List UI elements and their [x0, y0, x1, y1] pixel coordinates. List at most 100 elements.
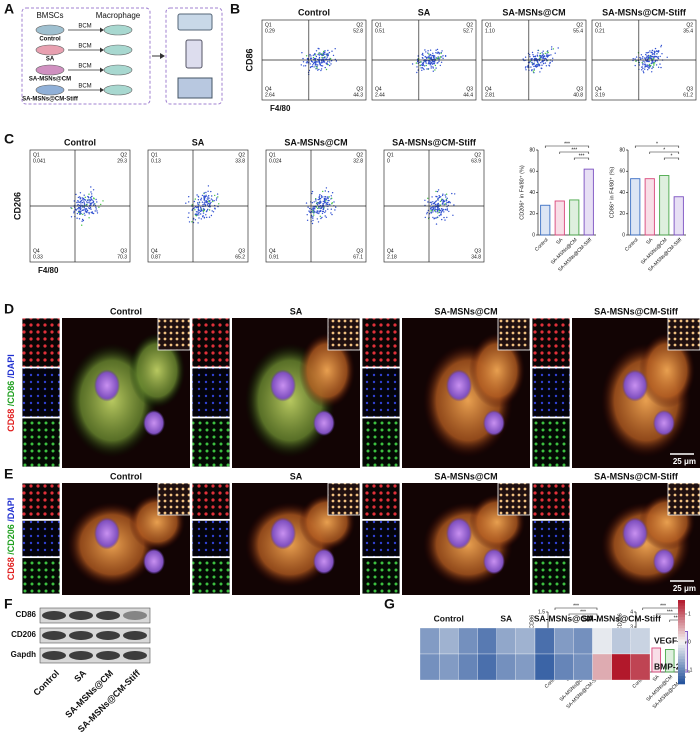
event-dot [652, 66, 654, 68]
event-dot [432, 211, 434, 213]
event-dot [420, 64, 423, 66]
event-dot [311, 192, 313, 195]
event-dot [216, 193, 219, 195]
dish [35, 84, 65, 96]
quadrant-name: Q4 [375, 86, 382, 92]
event-dot [431, 54, 434, 57]
event-dot [317, 47, 319, 50]
quadrant-value: 0.041 [33, 158, 46, 164]
quadrant-value: 0.29 [265, 28, 275, 34]
nucleus [622, 517, 648, 550]
event-dot [437, 197, 439, 199]
colorbar-step [678, 600, 685, 604]
quadrant-value: 2.44 [375, 92, 385, 98]
medium-label: BCM [78, 24, 91, 30]
event-dot [541, 64, 543, 66]
event-dot [318, 210, 320, 212]
event-dot [322, 203, 324, 205]
cell-body [469, 333, 525, 408]
event-dot [320, 209, 322, 212]
event-dot [319, 198, 322, 200]
event-dot [430, 65, 432, 67]
event-dot [432, 52, 434, 54]
event-dot [210, 198, 213, 200]
heat-cell [611, 653, 631, 681]
group-title: SA-MSNs@CM-Stiff [594, 471, 679, 481]
event-dot [433, 58, 435, 60]
event-dot [198, 214, 200, 216]
colorbar-step [678, 672, 685, 676]
axis-label: F4/80 [270, 104, 291, 113]
event-dot [203, 202, 205, 204]
panel-letter: D [4, 301, 14, 317]
event-dot [320, 196, 323, 198]
medium-label: BCM [78, 64, 91, 70]
event-dot [321, 56, 323, 59]
event-dot [432, 203, 434, 205]
event-dot [666, 56, 668, 58]
quadrant-name: Q2 [474, 152, 481, 158]
event-dot [545, 65, 548, 67]
event-dot [441, 56, 443, 58]
event-dot [313, 207, 315, 210]
event-dot [81, 218, 84, 221]
event-dot [88, 211, 90, 214]
event-dot [650, 51, 653, 53]
colorbar-step [678, 619, 685, 623]
event-dot [197, 202, 199, 204]
event-dot [214, 194, 216, 197]
event-dot [191, 209, 193, 211]
event-dot [533, 69, 535, 72]
event-dot [90, 196, 93, 198]
channel-tile [191, 417, 231, 468]
event-dot [544, 52, 546, 55]
event-dot [334, 48, 336, 50]
quadrant-value: 1.10 [485, 28, 495, 34]
quadrant-value: 67.1 [353, 254, 363, 260]
lane-label: Control [31, 668, 61, 698]
event-dot [438, 210, 441, 212]
event-dot [92, 204, 95, 206]
event-dot [315, 198, 317, 201]
group-title: SA-MSNs@CM-Stiff [594, 306, 679, 316]
event-dot [427, 68, 430, 70]
event-dot [641, 69, 643, 71]
y-tick-label: 0 [532, 232, 535, 238]
event-dot [441, 210, 444, 212]
event-dot [444, 55, 447, 57]
event-cloud [522, 46, 559, 74]
event-dot [642, 70, 644, 72]
event-dot [315, 66, 317, 68]
quadrant-name: Q1 [387, 152, 394, 158]
quadrant-value: 32.8 [353, 158, 363, 164]
y-tick-label: 0 [622, 232, 625, 238]
event-dot [644, 63, 646, 65]
lane-label: SA [72, 668, 88, 684]
event-dot [442, 57, 444, 60]
event-dot [83, 194, 85, 196]
event-dot [332, 54, 335, 57]
event-dot [438, 60, 440, 62]
band [42, 631, 66, 640]
event-dot [634, 64, 636, 67]
event-dot [443, 200, 446, 203]
event-dot [83, 212, 85, 214]
event-dot [322, 210, 325, 213]
event-dot [207, 208, 209, 211]
significance: *** [564, 141, 570, 147]
stain-part: /CD206 [6, 524, 16, 557]
event-dot [81, 197, 84, 199]
event-dot [208, 197, 210, 199]
heat-cell [439, 627, 459, 655]
event-dot [648, 66, 650, 69]
colorbar-step [678, 642, 685, 646]
event-dot [651, 55, 653, 58]
event-dot [655, 64, 658, 66]
event-dot [318, 206, 320, 208]
event-dot [206, 200, 208, 203]
event-dot [194, 219, 197, 221]
quadrant-name: Q4 [151, 248, 158, 254]
significance: *** [579, 153, 585, 159]
event-dot [446, 208, 449, 210]
channel-tile [191, 519, 231, 558]
